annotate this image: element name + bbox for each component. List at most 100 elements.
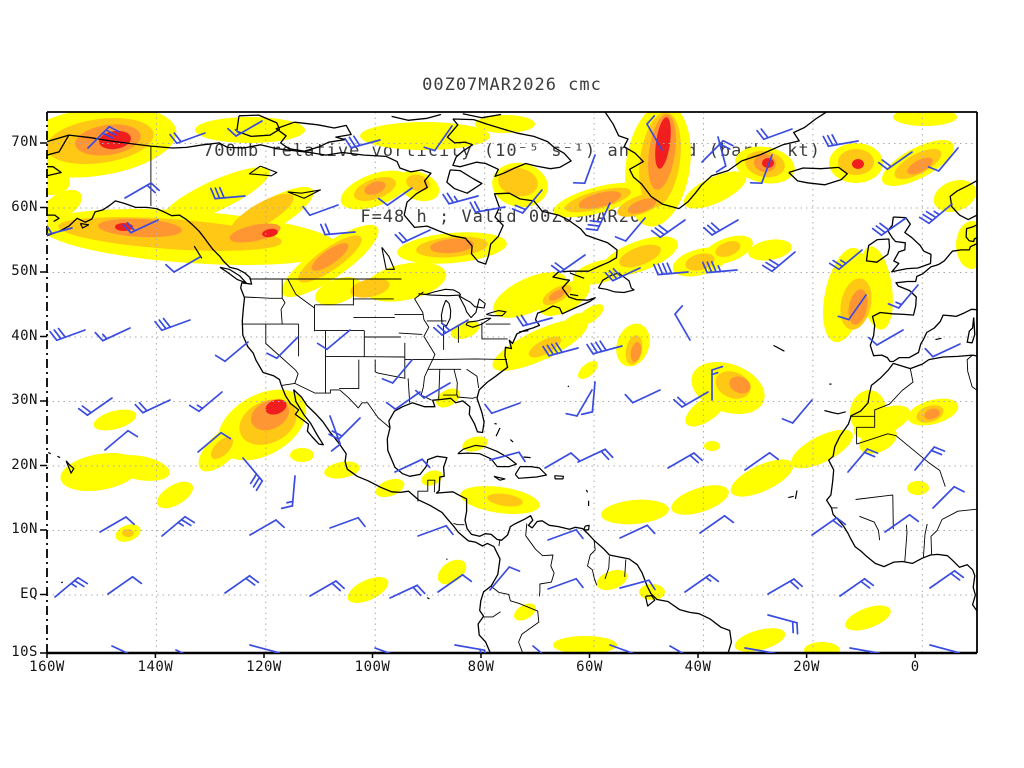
geo-path: [965, 224, 977, 243]
vorticity-contour: [364, 181, 386, 195]
vorticity-contour: [122, 529, 134, 537]
wind-barb: [302, 204, 339, 217]
lakes-layer: [248, 165, 507, 328]
geo-path: [457, 444, 518, 468]
vorticity-contour: [498, 167, 538, 197]
wind-barb: [701, 260, 738, 274]
geo-path: [509, 439, 514, 443]
geo-path: [865, 238, 891, 263]
coastline-layer: [47, 112, 977, 653]
geo-path: [446, 118, 572, 178]
wind-barb: [344, 135, 381, 149]
geo-path: [490, 585, 540, 653]
geo-path: [567, 385, 570, 388]
wind-barb: [672, 391, 709, 408]
wind-barb: [175, 649, 185, 653]
title-run-line: 00Z07MAR2026 cmc: [422, 75, 602, 95]
wind-barb: [646, 114, 663, 151]
wind-barb: [47, 224, 73, 236]
geo-path: [47, 134, 70, 156]
geo-path: [922, 523, 928, 558]
vorticity-contour: [630, 342, 642, 362]
vorticity-contour: [110, 455, 170, 481]
geo-path: [493, 475, 506, 481]
wind-barb: [414, 382, 451, 399]
wind-barb: [547, 528, 584, 541]
vorticity-contour: [734, 628, 786, 652]
vorticity-contour: [762, 158, 774, 168]
wind-barb: [715, 136, 727, 173]
axis-ticks: [40, 142, 916, 658]
geo-path: [458, 295, 486, 319]
wind-barb: [87, 125, 120, 149]
geo-path: [440, 299, 452, 327]
wind-barb: [699, 514, 735, 534]
wind-barb: [516, 314, 553, 327]
wind-barb: [214, 341, 249, 363]
wind-barb: [669, 645, 684, 653]
geo-path: [892, 494, 894, 530]
wind-barb: [585, 202, 611, 232]
geo-path: [850, 415, 876, 445]
lon-label-160w: 160W: [29, 659, 65, 675]
wind-barb: [702, 219, 739, 236]
geo-path: [465, 317, 492, 328]
geo-path: [414, 291, 436, 401]
geo-path: [514, 466, 548, 479]
wind-barb: [249, 519, 286, 536]
vorticity-contour: [262, 228, 278, 238]
geo-path: [481, 322, 508, 340]
wind-barb: [550, 254, 586, 274]
vorticity-contour: [853, 405, 911, 439]
vorticity-contour: [493, 272, 567, 318]
geo-path: [219, 266, 247, 284]
geo-path: [391, 113, 442, 121]
geo-path: [904, 524, 908, 562]
geo-path: [339, 389, 391, 429]
geo-path: [569, 293, 579, 297]
wind-barb: [837, 294, 867, 321]
geo-path: [525, 523, 555, 597]
vorticity-contour: [845, 605, 891, 631]
geo-path: [825, 363, 977, 613]
wind-barb: [572, 154, 596, 185]
geo-path: [483, 611, 501, 618]
geo-path: [930, 519, 943, 555]
wind-barb: [614, 217, 646, 242]
geo-path: [773, 344, 785, 352]
lat-label-60n: 60N: [11, 198, 38, 215]
wind-barb: [544, 452, 581, 469]
wind-barb: [619, 579, 656, 591]
vorticity-contour: [730, 459, 794, 497]
wind-barb: [577, 448, 614, 463]
geo-path: [417, 479, 436, 502]
wind-barb: [154, 317, 191, 332]
wind-barb: [839, 577, 875, 597]
wind-barb: [871, 217, 907, 237]
wind-barbs-layer: [47, 114, 965, 653]
geo-path: [585, 489, 589, 493]
geo-path: [244, 296, 283, 299]
lat-label-50n: 50N: [11, 263, 38, 279]
vorticity-contour: [627, 198, 657, 214]
geo-path: [466, 368, 480, 389]
geo-path: [325, 355, 405, 358]
vorticity-contour: [859, 426, 897, 454]
geo-path: [587, 540, 598, 586]
wind-barb: [756, 128, 793, 141]
wind-barb: [914, 446, 946, 471]
wind-barb: [711, 365, 724, 401]
geo-path: [453, 369, 458, 396]
wind-barb: [319, 223, 356, 236]
wind-barb: [877, 151, 913, 171]
wind-barb: [161, 515, 196, 537]
vorticity-contour: [47, 189, 82, 221]
geo-path: [788, 166, 848, 186]
wind-barb: [242, 457, 264, 492]
wind-barb: [650, 219, 686, 239]
wind-barb: [887, 284, 919, 309]
geo-path: [265, 324, 296, 371]
wind-barb: [188, 391, 223, 413]
